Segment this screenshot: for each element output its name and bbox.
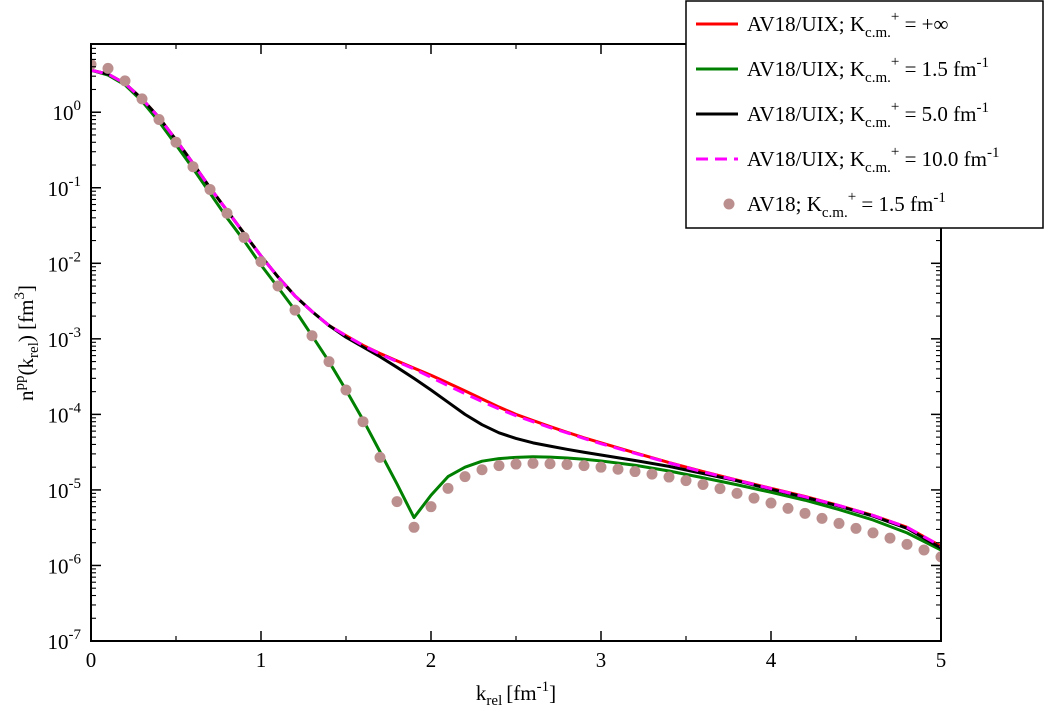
y-tick-label: 10-2 — [48, 249, 82, 276]
legend-label: AV18; Kc.m.+ = 1.5 fm-1 — [747, 189, 946, 221]
data-point — [391, 496, 403, 508]
x-tick-label: 4 — [766, 648, 777, 672]
data-point — [867, 527, 879, 539]
data-point — [612, 463, 624, 475]
plot-area — [91, 58, 941, 563]
y-tick-label: 10-3 — [48, 325, 82, 352]
data-point — [578, 460, 590, 472]
x-axis-label: krel [fm-1] — [476, 679, 556, 709]
data-point — [306, 330, 318, 342]
data-point — [442, 482, 454, 494]
legend-entries: AV18/UIX; Kc.m.+ = +∞ AV18/UIX; Kc.m.+ = … — [696, 9, 1000, 221]
data-point — [714, 483, 726, 495]
legend-label: AV18/UIX; Kc.m.+ = 5.0 fm-1 — [747, 99, 989, 131]
series-group — [91, 58, 941, 563]
series-4-line — [91, 68, 941, 548]
data-point — [799, 507, 811, 519]
data-point — [425, 501, 437, 513]
data-point — [272, 280, 284, 292]
legend-entry-4: AV18/UIX; Kc.m.+ = 10.0 fm-1 — [696, 144, 1000, 176]
data-point — [170, 136, 182, 148]
data-point — [374, 451, 386, 463]
data-point — [901, 538, 913, 550]
data-point — [816, 512, 828, 524]
y-tick-label: 10-5 — [48, 476, 82, 503]
data-point — [629, 466, 641, 478]
data-point — [136, 93, 148, 105]
data-point — [544, 458, 556, 470]
y-tick-label: 10-6 — [48, 551, 82, 578]
data-point — [663, 471, 675, 483]
data-point — [153, 114, 165, 126]
y-axis-label: npp(krel) [fm3] — [12, 285, 42, 401]
data-point — [561, 459, 573, 471]
data-point — [850, 522, 862, 534]
y-tick-label: 100 — [53, 98, 82, 125]
y-tick-label: 10-7 — [48, 627, 82, 654]
legend-entry-2: AV18/UIX; Kc.m.+ = 1.5 fm-1 — [696, 54, 989, 86]
data-point — [476, 464, 488, 476]
data-point — [204, 183, 216, 195]
x-tick-label: 1 — [256, 648, 267, 672]
legend-label: AV18/UIX; Kc.m.+ = +∞ — [747, 9, 949, 41]
legend-entry-1: AV18/UIX; Kc.m.+ = +∞ — [696, 9, 949, 41]
data-point — [459, 471, 471, 483]
data-point — [731, 487, 743, 499]
data-point — [238, 231, 250, 243]
data-point — [595, 461, 607, 473]
data-point — [765, 497, 777, 509]
data-point — [289, 304, 301, 316]
data-point — [340, 384, 352, 396]
y-tick-label: 10-1 — [48, 174, 82, 201]
data-point — [918, 544, 930, 556]
data-point — [510, 458, 522, 470]
data-point — [935, 551, 941, 563]
data-point — [221, 207, 233, 219]
data-point — [255, 256, 267, 268]
legend-label: AV18/UIX; Kc.m.+ = 1.5 fm-1 — [747, 54, 989, 86]
legend-box — [685, 0, 1044, 229]
y-tick-label: 10-4 — [48, 400, 82, 427]
legend-label: AV18/UIX; Kc.m.+ = 10.0 fm-1 — [747, 144, 1000, 176]
series-2-line — [91, 68, 941, 552]
data-point — [187, 161, 199, 173]
data-point — [646, 468, 658, 480]
data-point — [884, 532, 896, 544]
data-point — [680, 475, 692, 487]
x-tick-label: 3 — [596, 648, 607, 672]
data-point — [408, 521, 420, 533]
legend: AV18/UIX; Kc.m.+ = +∞ AV18/UIX; Kc.m.+ = … — [685, 0, 1044, 229]
data-point — [782, 502, 794, 514]
data-point — [357, 416, 369, 428]
data-point — [323, 356, 335, 368]
data-point — [527, 457, 539, 469]
x-tick-label: 2 — [426, 648, 437, 672]
data-point — [102, 62, 114, 74]
series-5-points — [91, 58, 941, 563]
data-point — [748, 492, 760, 504]
data-point — [697, 478, 709, 490]
data-point — [833, 517, 845, 529]
legend-entry-5: AV18; Kc.m.+ = 1.5 fm-1 — [723, 189, 946, 221]
legend-entry-3: AV18/UIX; Kc.m.+ = 5.0 fm-1 — [696, 99, 989, 131]
data-point — [493, 460, 505, 472]
legend-marker — [723, 198, 735, 210]
data-point — [119, 75, 131, 87]
x-tick-label: 5 — [936, 648, 947, 672]
x-tick-label: 0 — [86, 648, 97, 672]
